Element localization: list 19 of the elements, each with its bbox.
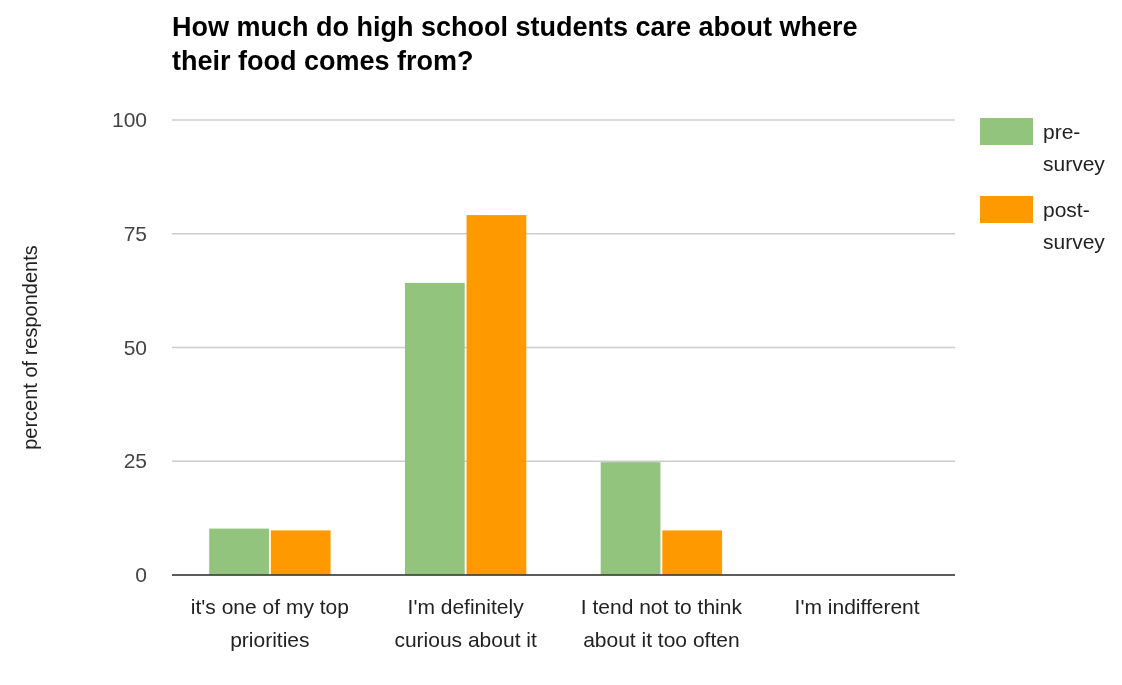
y-tick-label: 0 bbox=[135, 563, 147, 587]
chart-title: How much do high school students care about where their food comes from? bbox=[172, 12, 858, 76]
bar bbox=[600, 462, 661, 575]
y-tick-label: 75 bbox=[123, 221, 147, 245]
y-tick-label: 50 bbox=[123, 335, 147, 359]
bar bbox=[270, 530, 331, 575]
x-tick-label: I'm definitely curious about it bbox=[394, 595, 537, 651]
bar bbox=[466, 215, 527, 575]
x-tick-label: I'm indifferent bbox=[794, 595, 920, 618]
y-axis-title: percent of respondents bbox=[19, 245, 41, 450]
x-tick-label: it's one of my top priorities bbox=[190, 595, 349, 651]
bar bbox=[209, 528, 269, 575]
x-tick-label: I tend not to think about it too often bbox=[580, 595, 743, 651]
y-tick-label: 100 bbox=[111, 108, 147, 132]
legend-label: post-survey bbox=[1043, 198, 1106, 253]
bar bbox=[404, 282, 465, 575]
legend-label: pre-survey bbox=[1043, 120, 1106, 175]
bar bbox=[662, 530, 723, 575]
y-tick-label: 25 bbox=[123, 449, 147, 473]
